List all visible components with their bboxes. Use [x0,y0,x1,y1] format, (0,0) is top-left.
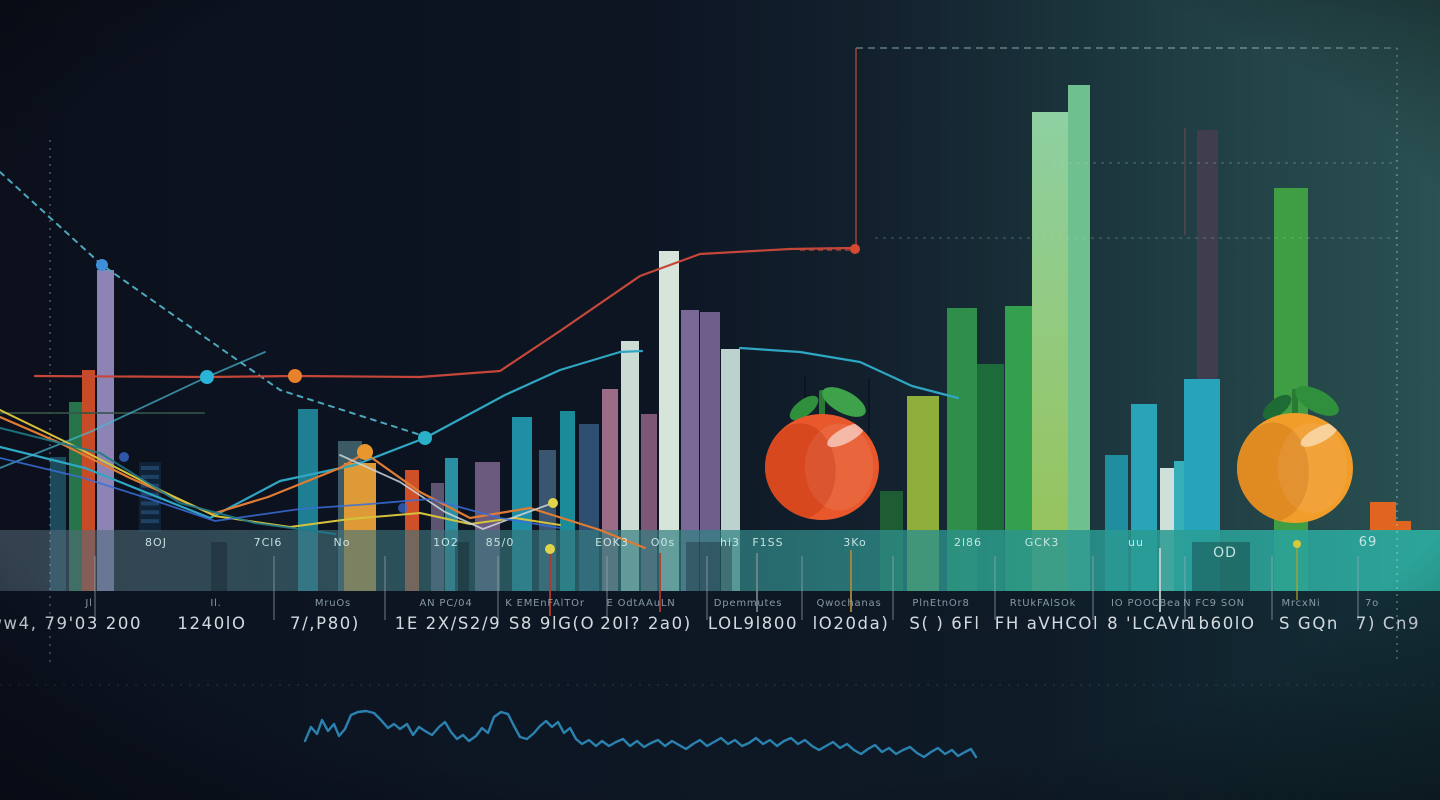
axis-label: Dpemmutes [714,598,783,609]
data-point [1293,540,1301,548]
data-point [548,498,558,508]
band-shadow [455,542,469,591]
striped-bar-segment [141,510,159,515]
band-label: No [334,536,351,549]
striped-bar-segment [141,466,159,470]
band-label: F1SS [752,536,783,549]
band-label: 1O2 [433,536,459,549]
bar [1370,502,1396,531]
band-label: 7Cl6 [254,536,283,549]
data-point [96,259,108,271]
data-point [398,503,408,513]
band-label: GCK3 [1025,536,1059,549]
axis-label: 20l? 2a0) [600,614,692,633]
axis-label: Il. [210,598,221,609]
bar [1068,85,1090,591]
band-shadow [211,542,227,591]
band-label: EOK3 [595,536,629,549]
axis-label: IO POOCBea [1111,598,1181,609]
fruit-shading [1237,422,1348,522]
data-point [357,444,373,460]
axis-label: MruOs [315,598,351,609]
axis-label: lO20da) [813,614,890,633]
striped-bar-segment [141,519,159,524]
axis-label: 1E 2X/S2/9 [395,614,502,633]
axis-label: N FC9 SON [1183,598,1245,609]
band-label: O0s [651,536,675,549]
axis-label: Qwochanas [816,598,881,609]
axis-label: PlnEtnOr8 [912,598,969,609]
band-label: OD [1213,545,1237,561]
band-label: 85/0 [486,536,515,549]
data-point [288,369,302,383]
data-point [119,452,129,462]
axis-label: AN PC/04 [419,598,472,609]
axis-label: S( ) 6Fl [909,614,980,633]
axis-label: 7o [1365,598,1379,609]
axis-label: S8 9lG(O [509,614,595,633]
axis-label: RtUkFAlSOk [1010,598,1076,609]
axis-label: 7) Cn9 [1356,614,1420,633]
striped-bar-segment [141,474,159,479]
bar [1032,112,1070,591]
axis-label: 1240lO [177,614,246,633]
axis-label: E OdtAAuLN [607,598,676,609]
data-point [418,431,432,445]
axis-label: K EMEnFAlTOr [505,598,585,609]
axis-label: MrcxNi [1282,598,1321,609]
band-label: uu [1128,536,1144,549]
band-shadow [686,542,732,591]
axis-label: 1b60lO [1186,614,1255,633]
axis-label: S GQn [1279,614,1339,633]
data-point [545,544,555,554]
band-label: 8OJ [145,536,167,549]
axis-label: LOL9l800 [708,614,798,633]
band-label: 3Ko [843,536,866,549]
data-point [850,244,860,254]
data-point [200,370,214,384]
axis-label: FH aVHCOl [995,614,1099,633]
axis-label: Iww4, 79'03 200 [0,614,142,633]
axis-label: 8 'LCAVn [1107,614,1193,633]
bar [1396,521,1411,531]
axis-label: Jl [84,598,92,609]
band-label: hi3 [720,536,740,549]
fruit-shading [765,423,874,519]
band-label: 2l86 [954,536,982,549]
band-label: 69 [1359,535,1378,550]
axis-label: 7/,P80) [290,614,360,633]
bar [1197,130,1218,380]
